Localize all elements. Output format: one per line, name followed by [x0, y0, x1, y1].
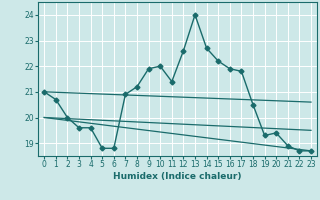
X-axis label: Humidex (Indice chaleur): Humidex (Indice chaleur) [113, 172, 242, 181]
